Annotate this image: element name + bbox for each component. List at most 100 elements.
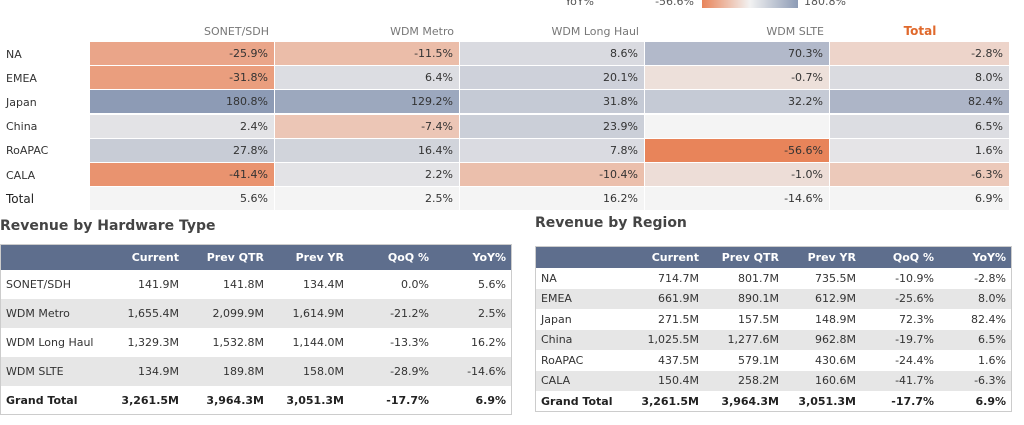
row-label: Japan: [6, 95, 37, 109]
cell: -14.6%: [467, 365, 506, 378]
column-header: Prev YR: [295, 250, 344, 264]
cell: -19.7%: [895, 333, 934, 347]
cell: 1,025.5M: [647, 333, 699, 347]
table-row: [535, 370, 1012, 391]
heat-cell: 27.8%: [90, 138, 275, 163]
cell: 134.9M: [138, 365, 179, 378]
cell: 735.5M: [815, 271, 856, 285]
cell: 6.9%: [975, 394, 1006, 408]
heat-cell: -2.8%: [830, 42, 1010, 66]
column-header: WDM Long Haul: [551, 24, 640, 38]
table-border: [535, 246, 1012, 412]
cell: 1,532.8M: [212, 336, 264, 349]
cell: 6.5%: [978, 333, 1006, 347]
heat-cell: 2.4%: [90, 114, 275, 139]
row-label: Grand Total: [6, 394, 78, 407]
heat-cell: 31.8%: [460, 90, 645, 115]
row-label: Grand Total: [541, 394, 613, 408]
legend-max: 180.8%: [804, 0, 846, 8]
cell: 271.5M: [658, 312, 699, 326]
heat-cell: -14.6%: [645, 187, 830, 212]
row-label: RoAPAC: [6, 144, 49, 158]
table-title: Revenue by Hardware Type: [0, 218, 216, 234]
cell: 0.0%: [401, 278, 429, 291]
cell: 1,277.6M: [727, 333, 779, 347]
cell: 3,964.3M: [721, 394, 779, 408]
heat-cell: [645, 114, 830, 139]
cell: -41.7%: [895, 374, 934, 388]
heat-cell: 16.4%: [275, 138, 460, 163]
heat-cell: -7.4%: [275, 114, 460, 139]
cell: 141.9M: [138, 278, 179, 291]
cell: 430.6M: [815, 353, 856, 367]
cell: 72.3%: [899, 312, 934, 326]
column-header: QoQ %: [892, 250, 934, 264]
heat-cell: 2.2%: [275, 163, 460, 187]
heat-cell: -0.7%: [645, 66, 830, 91]
table-row: [535, 329, 1012, 350]
table-row: [535, 309, 1012, 330]
column-header: Current: [131, 250, 179, 264]
cell: 714.7M: [658, 271, 699, 285]
heat-cell: 6.9%: [830, 187, 1010, 212]
heat-cell: 23.9%: [460, 114, 645, 139]
legend-min: -56.6%: [655, 0, 694, 8]
legend-gradient: [702, 0, 798, 8]
row-label: CALA: [6, 168, 36, 182]
cell: 2.5%: [478, 307, 506, 320]
row-label: CALA: [541, 374, 571, 388]
heat-cell: 70.3%: [645, 42, 830, 66]
heat-cell: 82.4%: [830, 90, 1010, 115]
row-label: EMEA: [6, 71, 37, 85]
cell: 8.0%: [978, 292, 1006, 306]
heat-cell: -31.8%: [90, 66, 275, 91]
column-header: YoY%: [472, 250, 507, 264]
heat-cell: -10.4%: [460, 163, 645, 187]
heat-cell: 32.2%: [645, 90, 830, 115]
row-label: WDM Metro: [6, 307, 70, 320]
table-row: [0, 386, 512, 415]
row-label: Japan: [541, 312, 572, 326]
row-label: WDM Long Haul: [6, 336, 94, 349]
table-header: [535, 246, 1012, 268]
cell: 1,144.0M: [292, 336, 344, 349]
cell: -2.8%: [974, 271, 1006, 285]
row-label: NA: [6, 47, 22, 61]
heat-cell: 16.2%: [460, 187, 645, 212]
cell: 3,051.3M: [286, 394, 344, 407]
cell: 1,614.9M: [292, 307, 344, 320]
cell: 160.6M: [815, 374, 856, 388]
heat-cell: 6.5%: [830, 114, 1010, 139]
cell: -21.2%: [390, 307, 429, 320]
row-label: Total: [6, 192, 35, 207]
cell: 3,964.3M: [206, 394, 264, 407]
heat-cell: 8.0%: [830, 66, 1010, 91]
cell: 1,655.4M: [127, 307, 179, 320]
cell: 661.9M: [658, 292, 699, 306]
heat-cell: 6.4%: [275, 66, 460, 91]
row-label: RoAPAC: [541, 353, 584, 367]
cell: 3,261.5M: [121, 394, 179, 407]
cell: -28.9%: [390, 365, 429, 378]
cell: 258.2M: [738, 374, 779, 388]
heat-cell: 5.6%: [90, 187, 275, 212]
table-header: [0, 244, 512, 270]
heat-cell: 1.6%: [830, 138, 1010, 163]
cell: -13.3%: [390, 336, 429, 349]
heat-cell: 8.6%: [460, 42, 645, 66]
cell: 579.1M: [738, 353, 779, 367]
table-row: [0, 328, 512, 357]
column-header: Total: [903, 24, 937, 38]
row-label: NA: [541, 271, 557, 285]
row-label: China: [6, 120, 38, 134]
table-row: [535, 268, 1012, 289]
cell: 6.9%: [475, 394, 506, 407]
column-header: SONET/SDH: [204, 24, 269, 38]
table-row: [0, 357, 512, 386]
table-row: [535, 288, 1012, 309]
cell: 437.5M: [658, 353, 699, 367]
row-label: WDM SLTE: [6, 365, 64, 378]
cell: 3,261.5M: [641, 394, 699, 408]
heat-cell: 20.1%: [460, 66, 645, 91]
